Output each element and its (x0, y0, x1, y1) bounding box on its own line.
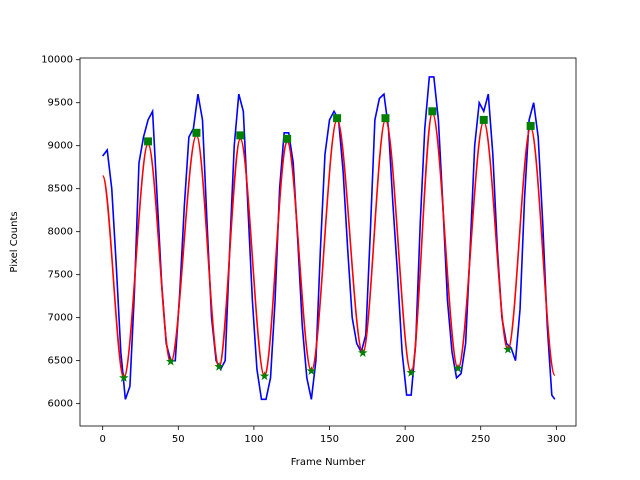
square-marker (236, 131, 245, 140)
x-tick-label: 0 (99, 434, 105, 445)
y-tick-label: 6500 (48, 356, 73, 367)
x-tick-label: 100 (244, 434, 263, 445)
x-tick-label: 250 (471, 434, 490, 445)
star-marker (165, 356, 176, 366)
y-tick-label: 7000 (48, 313, 73, 324)
star-marker (406, 367, 416, 377)
star-marker (119, 372, 129, 382)
y-tick-label: 8000 (48, 227, 73, 238)
square-marker (381, 114, 390, 123)
star-marker (259, 371, 270, 381)
star-marker (306, 365, 317, 376)
x-axis-label: Frame Number (291, 457, 366, 468)
x-tick-label: 200 (396, 434, 415, 445)
y-tick-label: 9000 (48, 141, 73, 152)
y-tick-label: 6000 (48, 399, 73, 410)
star-marker (503, 344, 513, 354)
square-marker (428, 107, 437, 116)
x-tick-label: 150 (320, 434, 339, 445)
plot-frame (79, 57, 577, 427)
star-marker (453, 363, 463, 373)
star-marker (358, 347, 368, 357)
data-line (101, 112, 556, 379)
y-tick-label: 9500 (48, 98, 73, 109)
square-marker (333, 114, 342, 123)
y-axis-label: Pixel Counts (9, 211, 20, 272)
square-marker (144, 137, 153, 146)
x-tick-label: 50 (172, 434, 185, 445)
y-tick-label: 10000 (41, 55, 73, 66)
square-marker (283, 134, 292, 143)
y-tick-label: 8500 (48, 184, 73, 195)
square-marker (526, 121, 535, 130)
x-tick-label: 300 (547, 434, 566, 445)
y-tick-label: 7500 (48, 270, 73, 281)
square-marker (479, 115, 488, 124)
square-marker (192, 128, 201, 137)
star-marker (214, 361, 224, 371)
